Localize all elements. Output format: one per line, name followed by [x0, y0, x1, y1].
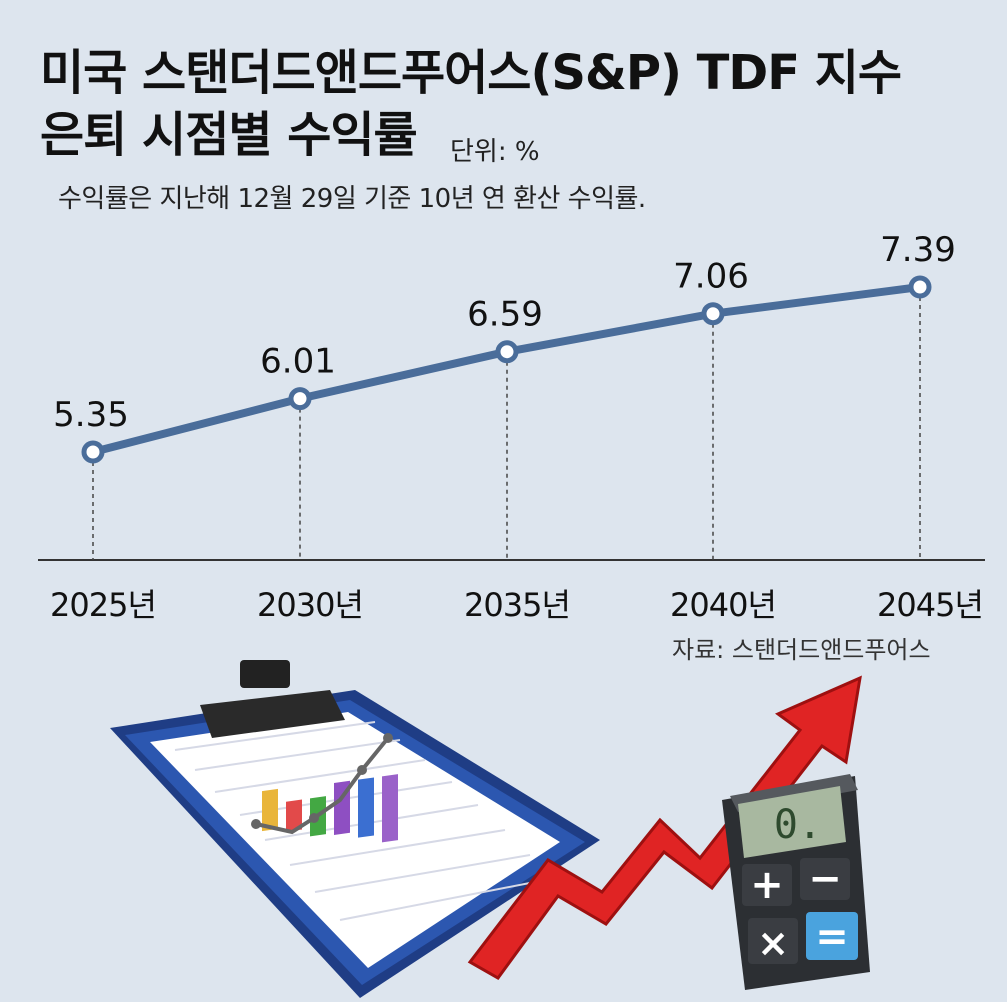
- line-chart: 5.35 6.01 6.59 7.06 7.39 2025년 2030년 2035년 2040년…: [38, 230, 985, 624]
- x-tick-label: 2030년: [257, 586, 363, 624]
- svg-text:+: +: [750, 862, 784, 908]
- clipboard-clip: [200, 660, 345, 738]
- calculator-icon: 0. + − × =: [722, 774, 870, 990]
- data-point: [701, 302, 725, 326]
- data-label: 7.39: [880, 230, 956, 270]
- title-line-1: 미국 스탠더드앤드푸어스(S&P) TDF 지수: [40, 45, 902, 101]
- svg-text:−: −: [808, 856, 842, 902]
- data-point: [495, 340, 519, 364]
- clipboard-icon: [110, 660, 600, 998]
- chart-title: 미국 스탠더드앤드푸어스(S&P) TDF 지수 은퇴 시점별 수익률: [40, 42, 902, 166]
- chart-subtitle: 수익률은 지난해 12월 29일 기준 10년 연 환산 수익률.: [58, 184, 646, 214]
- source-note: 자료: 스탠더드앤드푸어스: [672, 636, 931, 664]
- mini-bar-chart: [251, 733, 398, 843]
- data-point: [288, 387, 312, 411]
- svg-text:=: =: [815, 914, 849, 960]
- data-label: 5.35: [53, 395, 129, 435]
- data-label: 6.01: [260, 342, 336, 382]
- x-tick-label: 2045년: [877, 586, 983, 624]
- red-arrow-icon: [467, 675, 862, 980]
- data-label: 7.06: [673, 257, 749, 297]
- x-tick-label: 2025년: [50, 586, 156, 624]
- data-point: [81, 440, 105, 464]
- title-line-2: 은퇴 시점별 수익률: [40, 107, 418, 163]
- data-point: [908, 275, 932, 299]
- unit-label: 단위: %: [450, 137, 540, 167]
- svg-text:×: ×: [757, 921, 789, 965]
- x-tick-label: 2035년: [464, 586, 570, 624]
- x-tick-label: 2040년: [670, 586, 776, 624]
- calculator-display: 0.: [774, 802, 822, 848]
- data-label: 6.59: [467, 295, 543, 335]
- finance-illustration: 0. + − × =: [110, 660, 870, 998]
